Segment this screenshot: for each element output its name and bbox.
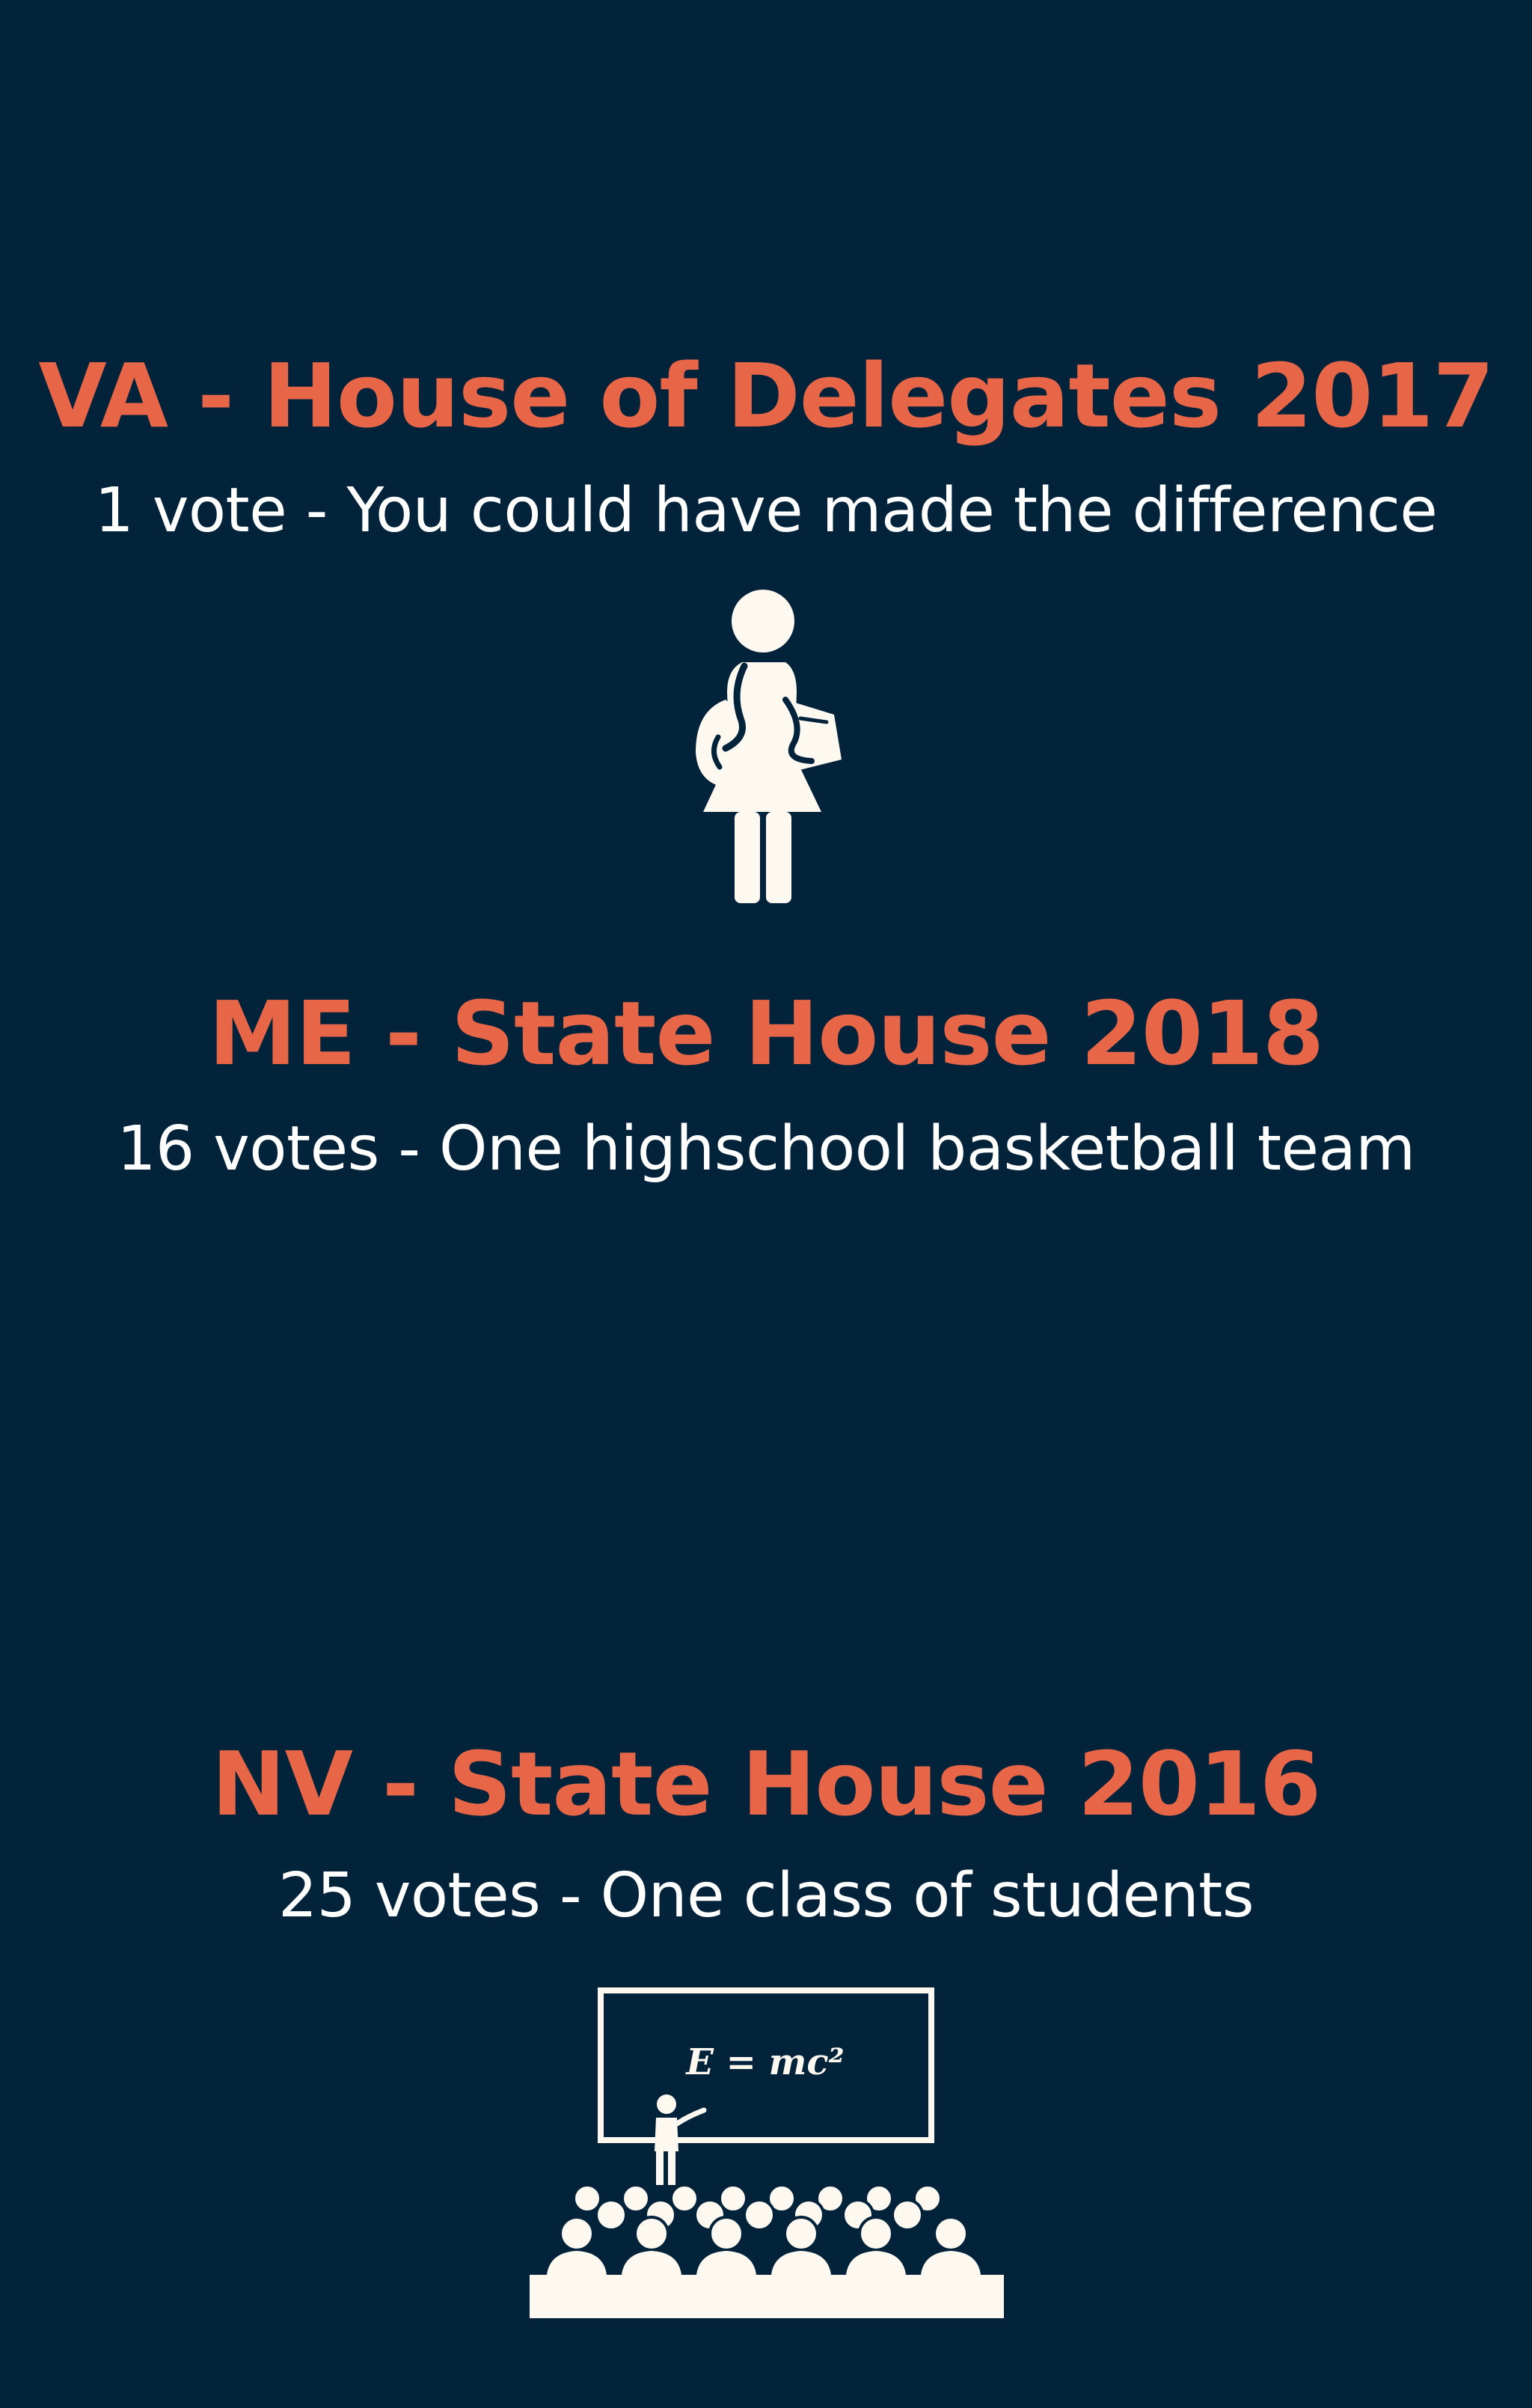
blackboard-equation: E = mc²: [684, 2041, 844, 2083]
section-heading-nv: NV - State House 2016: [211, 1732, 1321, 1836]
student-with-backpack-icon: [696, 590, 842, 903]
classroom-icon: E = mc²: [530, 1987, 1004, 2318]
section-subtext-va: 1 vote - You could have made the differe…: [94, 475, 1438, 546]
section-subtext-me: 16 votes - One highschool basketball tea…: [117, 1113, 1415, 1185]
section-subtext-nv: 25 votes - One class of students: [278, 1860, 1254, 1931]
section-heading-va: VA - House of Delegates 2017: [38, 344, 1494, 447]
section-heading-me: ME - State House 2018: [208, 982, 1324, 1085]
blackboard: [598, 1987, 934, 2143]
